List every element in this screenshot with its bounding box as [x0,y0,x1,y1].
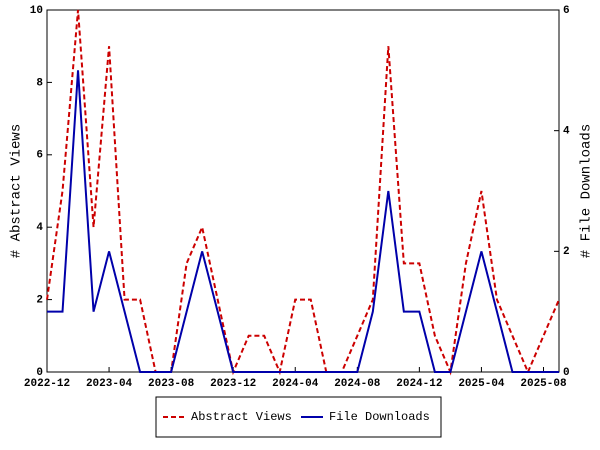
y-tick-label: 0 [36,367,43,379]
legend-label: File Downloads [329,410,430,424]
y-tick-label: 6 [36,150,43,162]
x-tick-label: 2023-04 [86,378,133,390]
y2-tick-label: 6 [563,5,570,17]
x-tick-label: 2022-12 [24,378,70,390]
y2-tick-label: 0 [563,367,570,379]
series-line [47,70,559,373]
y2-axis-title: # File Downloads [579,124,595,258]
x-tick-label: 2024-12 [396,378,442,390]
y-tick-label: 10 [30,5,43,17]
legend-box [155,396,442,438]
x-tick-label: 2024-04 [272,378,319,390]
x-tick-label: 2025-04 [458,378,505,390]
y2-tick-label: 2 [563,246,570,258]
y-tick-label: 2 [36,295,43,307]
x-tick-label: 2024-08 [334,378,381,390]
series-line [46,9,560,376]
legend-label: Abstract Views [191,410,292,424]
x-tick-label: 2025-08 [520,378,567,390]
y-tick-label: 8 [36,77,43,89]
y2-tick-label: 4 [563,126,570,138]
y-axis-title: # Abstract Views [9,124,25,258]
x-tick-label: 2023-12 [210,378,256,390]
y-tick-label: 4 [36,222,43,234]
x-tick-label: 2023-08 [148,378,195,390]
